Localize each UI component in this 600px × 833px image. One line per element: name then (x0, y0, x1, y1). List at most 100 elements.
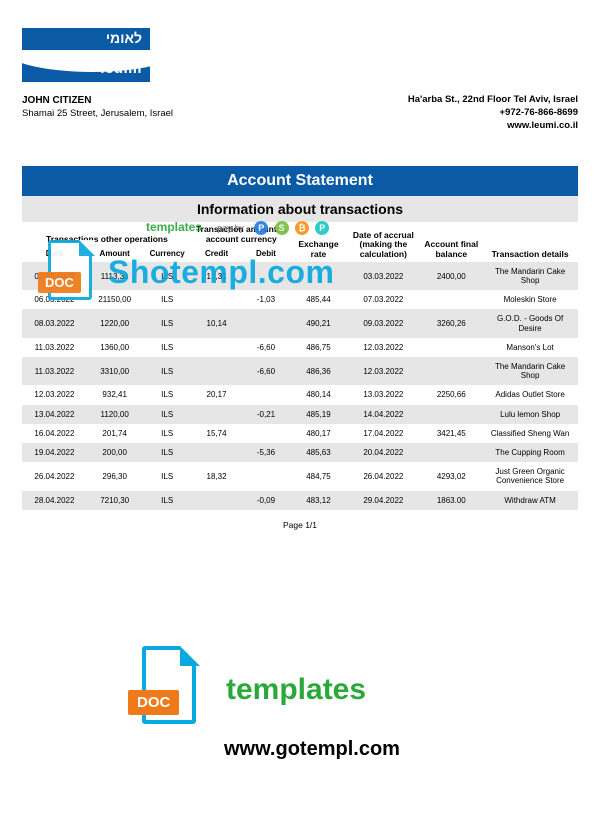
cell-details: The Cupping Room (482, 443, 578, 462)
cell-date: 13.04.2022 (22, 405, 87, 424)
cell-credit (192, 491, 241, 510)
cell-rate: 480,17 (291, 424, 347, 443)
cell-details: Lulu lemon Shop (482, 405, 578, 424)
cell-details: G.O.D. - Goods Of Desire (482, 309, 578, 337)
watermark2-line1: templates (226, 673, 366, 707)
cell-date: 02.03.2022 (22, 262, 87, 290)
cell-accrual: 26.04.2022 (346, 462, 420, 490)
cell-currency: ILS (142, 262, 191, 290)
cell-accrual: 12.03.2022 (346, 338, 420, 357)
cell-balance (420, 405, 482, 424)
customer-address: Shamai 25 Street, Jerusalem, Israel (22, 108, 173, 121)
cell-debit: -0,21 (241, 405, 290, 424)
cell-credit (192, 290, 241, 309)
cell-details: Moleskin Store (482, 290, 578, 309)
cell-amount: 3310,00 (87, 357, 143, 385)
cell-debit: -6,60 (241, 357, 290, 385)
bank-logo: לאומי leumi (22, 28, 150, 88)
doc-badge-icon: DOC (124, 640, 212, 740)
cell-currency: ILS (142, 290, 191, 309)
cell-rate: 480,14 (291, 385, 347, 404)
th-amount: Amount (87, 247, 143, 262)
th-details: Transaction details (482, 222, 578, 261)
bank-phone: +972-76-866-8699 (408, 107, 578, 120)
cell-accrual: 29.04.2022 (346, 491, 420, 510)
th-credit: Credit (192, 247, 241, 262)
cell-credit: 10,14 (192, 309, 241, 337)
cell-amount: 296,30 (87, 462, 143, 490)
table-row: 16.04.2022201,74ILS15,74480,1717.04.2022… (22, 424, 578, 443)
cell-credit: 12,31 (192, 262, 241, 290)
th-accrual: Date of accrual (making the calculation) (346, 222, 420, 261)
cell-amount: 21150,00 (87, 290, 143, 309)
cell-credit: 18,32 (192, 462, 241, 490)
th-balance: Account final balance (420, 222, 482, 261)
cell-credit: 20,17 (192, 385, 241, 404)
cell-rate (291, 262, 347, 290)
cell-balance (420, 357, 482, 385)
cell-debit: -5,36 (241, 443, 290, 462)
bank-address: Ha'arba St., 22nd Floor Tel Aviv, Israel (408, 94, 578, 107)
cell-amount: 7210,30 (87, 491, 143, 510)
cell-debit (241, 309, 290, 337)
th-date: Date (22, 247, 87, 262)
cell-currency: ILS (142, 338, 191, 357)
table-row: 19.04.2022200,00ILS-5,36485,6320.04.2022… (22, 443, 578, 462)
table-row: 06.03.202221150,00ILS-1,03485,4407.03.20… (22, 290, 578, 309)
logo-text-hebrew: לאומי (106, 31, 142, 45)
cell-accrual: 20.04.2022 (346, 443, 420, 462)
cell-amount: 201,74 (87, 424, 143, 443)
cell-rate: 486,36 (291, 357, 347, 385)
cell-currency: ILS (142, 491, 191, 510)
cell-currency: ILS (142, 443, 191, 462)
cell-details: Just Green Organic Convenience Store (482, 462, 578, 490)
cell-credit (192, 357, 241, 385)
cell-debit (241, 462, 290, 490)
cell-date: 16.04.2022 (22, 424, 87, 443)
table-row: 13.04.20221120,00ILS-0,21485,1914.04.202… (22, 405, 578, 424)
cell-rate: 486,75 (291, 338, 347, 357)
bank-address-block: Ha'arba St., 22nd Floor Tel Aviv, Israel… (408, 94, 578, 132)
customer-name: JOHN CITIZEN (22, 94, 173, 108)
th-rate: Exchange rate (291, 222, 347, 261)
cell-date: 11.03.2022 (22, 338, 87, 357)
cell-balance (420, 290, 482, 309)
cell-currency: ILS (142, 309, 191, 337)
table-row: 28.04.20227210,30ILS-0,09483,1229.04.202… (22, 491, 578, 510)
th-debit: Debit (241, 247, 290, 262)
cell-amount: 1220,00 (87, 309, 143, 337)
cell-debit: -1,03 (241, 290, 290, 309)
cell-date: 12.03.2022 (22, 385, 87, 404)
cell-credit (192, 338, 241, 357)
cell-balance: 2250,66 (420, 385, 482, 404)
table-row: 26.04.2022296,30ILS18,32484,7526.04.2022… (22, 462, 578, 490)
cell-debit: -6,60 (241, 338, 290, 357)
cell-accrual: 03.03.2022 (346, 262, 420, 290)
cell-date: 11.03.2022 (22, 357, 87, 385)
cell-amount: 1113,31 (87, 262, 143, 290)
logo-text-latin: leumi (100, 61, 142, 76)
cell-details: Manson's Lot (482, 338, 578, 357)
pager: Page 1/1 (22, 520, 578, 530)
doc-badge-label: DOC (128, 690, 179, 715)
cell-details: Adidas Outlet Store (482, 385, 578, 404)
customer-block: JOHN CITIZEN Shamai 25 Street, Jerusalem… (22, 94, 173, 132)
cell-credit: 15,74 (192, 424, 241, 443)
cell-balance: 4293,02 (420, 462, 482, 490)
cell-rate: 485,19 (291, 405, 347, 424)
cell-balance (420, 338, 482, 357)
cell-rate: 484,75 (291, 462, 347, 490)
cell-date: 19.04.2022 (22, 443, 87, 462)
cell-date: 08.03.2022 (22, 309, 87, 337)
header-row: JOHN CITIZEN Shamai 25 Street, Jerusalem… (22, 94, 578, 132)
cell-date: 28.04.2022 (22, 491, 87, 510)
cell-accrual: 09.03.2022 (346, 309, 420, 337)
th-group-amount: Transaction amount in account currency (192, 222, 291, 247)
cell-balance: 1863.00 (420, 491, 482, 510)
title-bar: Account Statement (22, 166, 578, 196)
cell-balance: 3421,45 (420, 424, 482, 443)
cell-amount: 1120,00 (87, 405, 143, 424)
transactions-table: Transactions other operations Transactio… (22, 222, 578, 509)
table-row: 11.03.20221360,00ILS-6,60486,7512.03.202… (22, 338, 578, 357)
cell-currency: ILS (142, 462, 191, 490)
